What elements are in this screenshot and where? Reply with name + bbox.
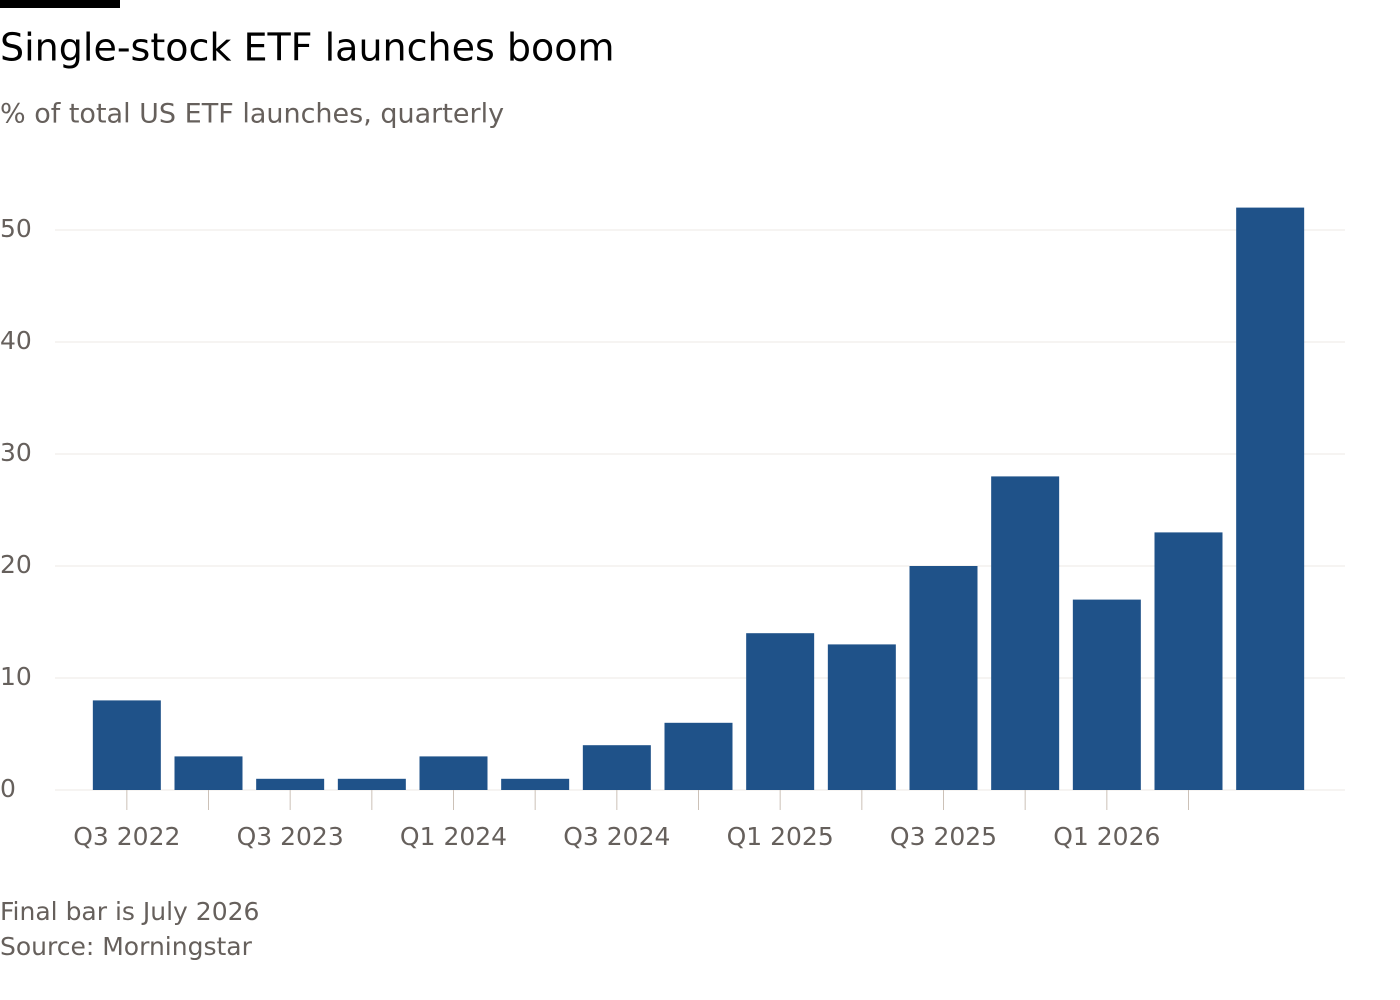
x-tick-label: Q3 2023 [237, 822, 344, 851]
y-tick-label: 40 [0, 326, 32, 355]
y-tick-label: 30 [0, 438, 32, 467]
bar [92, 700, 161, 790]
bar [1072, 599, 1141, 790]
chart-subtitle: % of total US ETF launches, quarterly [0, 99, 504, 130]
bar [419, 756, 488, 790]
bar [501, 778, 570, 790]
chart-title: Single-stock ETF launches boom [0, 26, 615, 70]
x-tick-label: Q3 2024 [563, 822, 670, 851]
bar [909, 566, 978, 790]
x-tick-label: Q1 2025 [727, 822, 834, 851]
y-tick-label: 50 [0, 214, 32, 243]
x-tick-label: Q3 2025 [890, 822, 997, 851]
bar [827, 644, 896, 790]
bar [582, 745, 651, 790]
bar [991, 476, 1060, 790]
y-tick-label: 0 [0, 774, 16, 803]
bar [337, 778, 406, 790]
bar [746, 633, 815, 790]
bar [664, 722, 733, 790]
x-tick-label: Q1 2026 [1053, 822, 1160, 851]
x-tick-label: Q3 2022 [73, 822, 180, 851]
x-tick-label: Q1 2024 [400, 822, 507, 851]
brand-bar [0, 0, 120, 8]
bar [1236, 207, 1305, 791]
y-tick-label: 20 [0, 550, 32, 579]
bar [174, 756, 243, 790]
bar [256, 778, 325, 790]
bar [1154, 532, 1223, 790]
source: Source: Morningstar [0, 932, 253, 961]
note: Final bar is July 2026 [0, 897, 259, 926]
y-tick-label: 10 [0, 662, 32, 691]
